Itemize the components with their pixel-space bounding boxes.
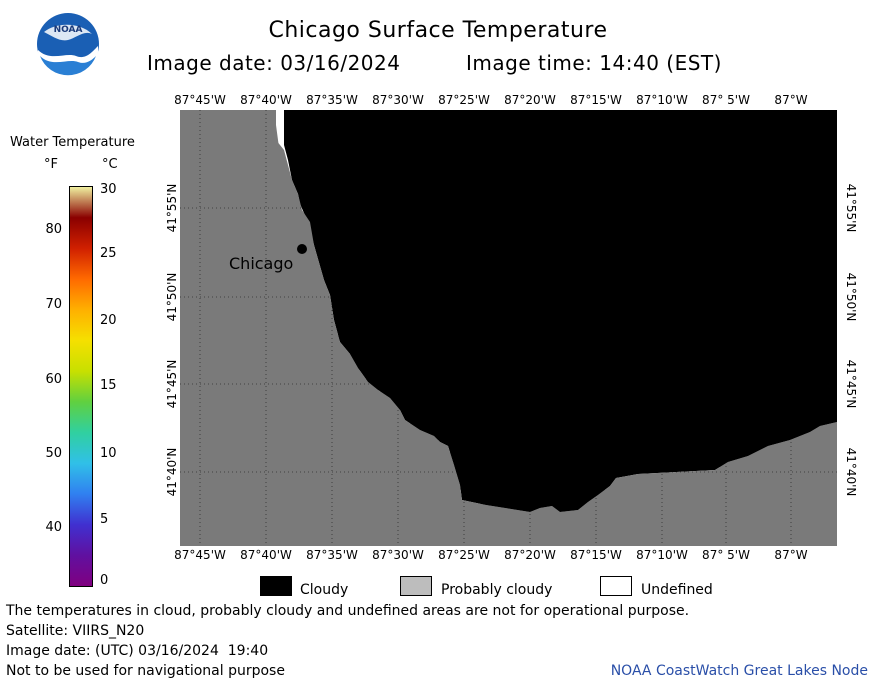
longitude-label-bottom: 87°20'W (504, 548, 556, 562)
legend-tick-f: 40 (45, 520, 62, 535)
page-title: Chicago Surface Temperature (268, 18, 608, 43)
navigation-warning: Not to be used for navigational purpose (6, 663, 285, 679)
legend-tick-c: 5 (100, 512, 109, 527)
legend-tick-c: 10 (100, 446, 117, 461)
legend-tick-f: 60 (45, 372, 62, 387)
latitude-label: 41°45'N (165, 359, 179, 409)
longitude-label-top: 87°W (774, 93, 808, 107)
node-credit: NOAA CoastWatch Great Lakes Node (610, 663, 868, 679)
legend-tick-f: 50 (45, 446, 62, 461)
latitude-label: 41°50'N (165, 272, 179, 322)
legend-tick-c: 30 (100, 182, 117, 197)
legend-tick-f: 70 (45, 297, 62, 312)
map-land-coast (180, 110, 837, 546)
key-label-undefined: Undefined (641, 582, 713, 598)
longitude-label-top: 87°15'W (570, 93, 622, 107)
latitude-label: 41°55'N (844, 183, 858, 233)
longitude-label-bottom: 87°40'W (240, 548, 292, 562)
legend-tick-c: 0 (100, 573, 109, 588)
longitude-label-top: 87°20'W (504, 93, 556, 107)
map-cloudy-lake (284, 110, 837, 512)
longitude-label-top: 87°25'W (438, 93, 490, 107)
longitude-label-bottom: 87°35'W (306, 548, 358, 562)
longitude-label-bottom: 87°10'W (636, 548, 688, 562)
colorbar (69, 186, 93, 587)
key-swatch-undefined (600, 576, 632, 596)
longitude-label-top: 87°45'W (174, 93, 226, 107)
logo-text: NOAA (53, 25, 83, 35)
longitude-label-bottom: 87°45'W (174, 548, 226, 562)
satellite-text: Satellite: VIIRS_N20 (6, 623, 145, 639)
map-grid (180, 110, 837, 546)
longitude-label-top: 87°10'W (636, 93, 688, 107)
latitude-label: 41°40'N (165, 447, 179, 497)
legend-unit-c: °C (102, 157, 118, 172)
image-time: Image time: 14:40 (EST) (466, 51, 722, 75)
longitude-label-top: 87° 5'W (702, 93, 750, 107)
legend-tick-c: 25 (100, 246, 117, 261)
legend-tick-c: 20 (100, 313, 117, 328)
disclaimer-text: The temperatures in cloud, probably clou… (6, 603, 690, 619)
legend-tick-f: 80 (45, 222, 62, 237)
noaa-logo (37, 13, 99, 76)
legend-unit-f: °F (44, 157, 58, 172)
utc-date-text: Image date: (UTC) 03/16/2024 19:40 (6, 643, 269, 659)
latitude-label: 41°40'N (844, 447, 858, 497)
legend-title: Water Temperature (10, 135, 135, 150)
longitude-label-top: 87°35'W (306, 93, 358, 107)
latitude-label: 41°55'N (165, 183, 179, 233)
longitude-label-bottom: 87°30'W (372, 548, 424, 562)
longitude-label-top: 87°40'W (240, 93, 292, 107)
longitude-label-top: 87°30'W (372, 93, 424, 107)
longitude-label-bottom: 87°25'W (438, 548, 490, 562)
image-date: Image date: 03/16/2024 (147, 51, 401, 75)
key-label-probably-cloudy: Probably cloudy (441, 582, 553, 598)
city-label: Chicago (229, 254, 293, 273)
legend-tick-c: 15 (100, 378, 117, 393)
longitude-label-bottom: 87° 5'W (702, 548, 750, 562)
key-label-cloudy: Cloudy (300, 582, 349, 598)
latitude-label: 41°50'N (844, 272, 858, 322)
longitude-label-bottom: 87°15'W (570, 548, 622, 562)
longitude-label-bottom: 87°W (774, 548, 808, 562)
temperature-map: Chicago (180, 110, 837, 546)
key-swatch-probably-cloudy (400, 576, 432, 596)
latitude-label: 41°45'N (844, 359, 858, 409)
key-swatch-cloudy (260, 576, 292, 596)
chicago-marker (297, 244, 307, 254)
